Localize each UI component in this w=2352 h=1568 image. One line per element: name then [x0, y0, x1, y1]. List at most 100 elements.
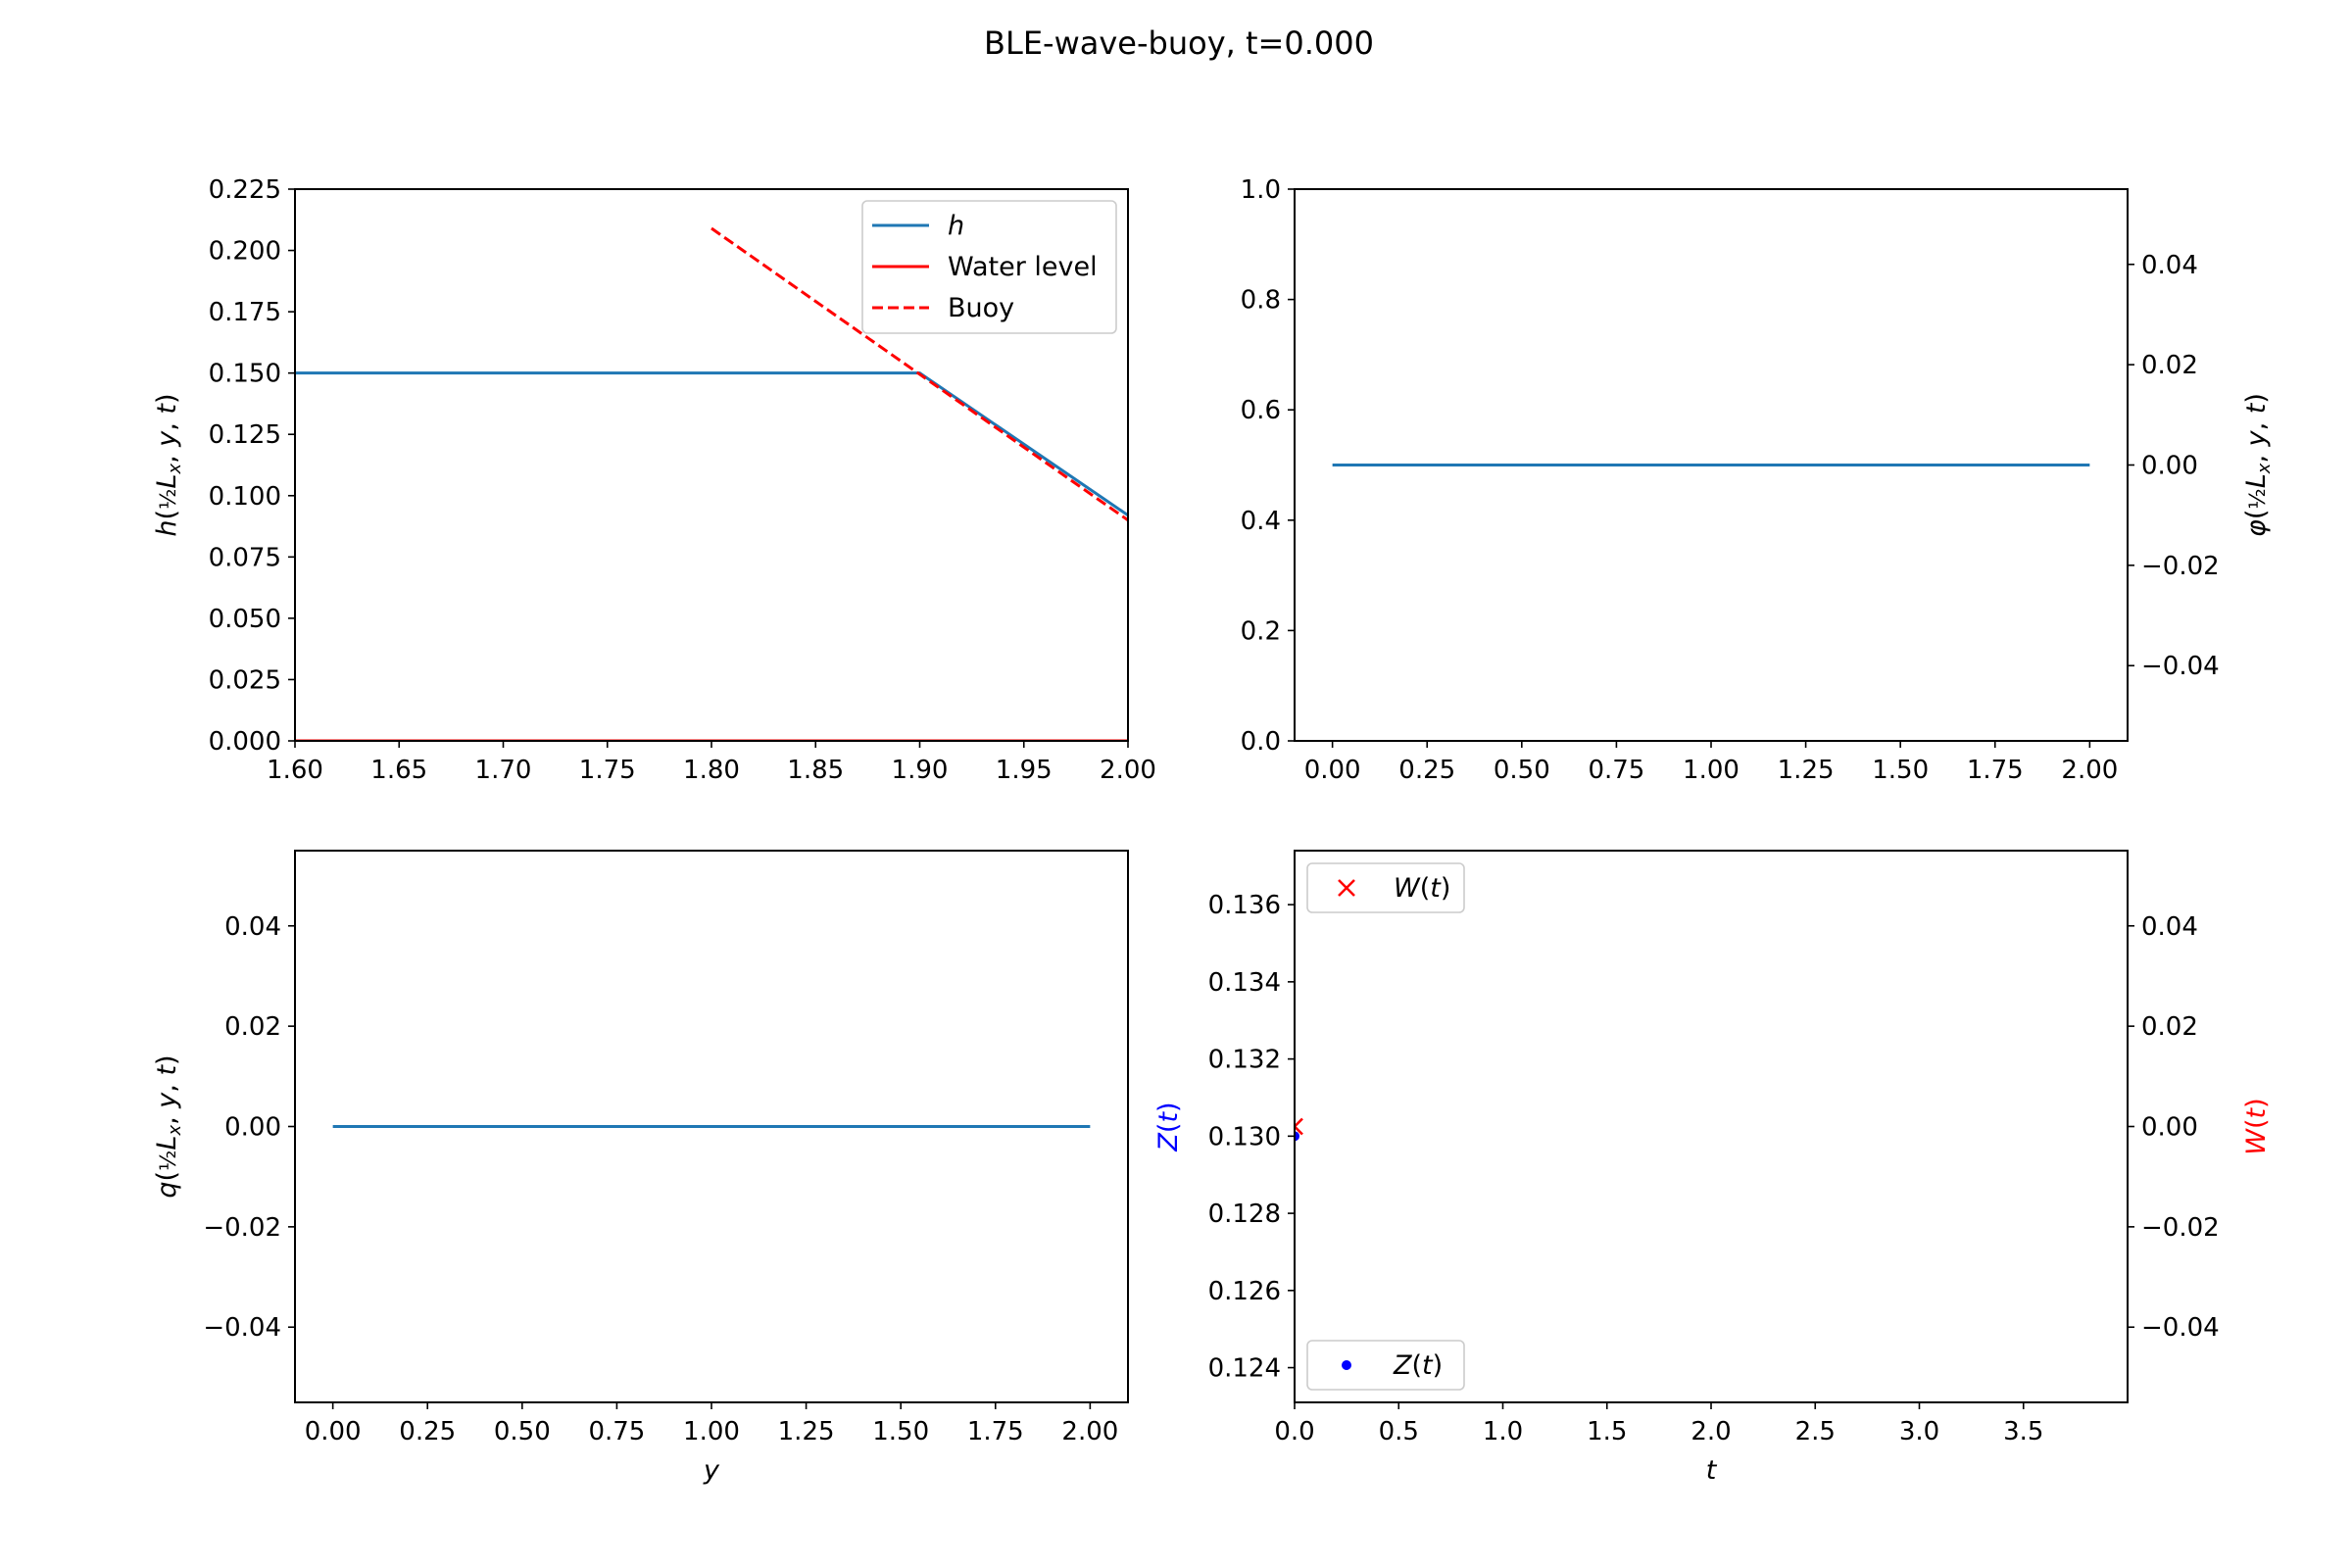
y2-tick-label: 0.02 [2141, 1012, 2198, 1042]
y2-tick-label: 0.02 [2141, 351, 2198, 380]
subplot-top-right: 0.00 0.25 0.50 0.75 1.00 1.25 1.50 1.75 2.000.00… [1241, 175, 2275, 785]
y-tick-label: 0.04 [224, 912, 281, 942]
figure-title: BLE-wave-buoy, t=0.000 [984, 24, 1374, 62]
legend-label: Water level [948, 252, 1098, 282]
x-tick-label: 0.5 [1379, 1417, 1419, 1446]
y-tick-label: 1.0 [1241, 175, 1281, 205]
y2-tick-label: −0.04 [2141, 652, 2220, 681]
legend-marker-x [1338, 879, 1355, 897]
y-tick-label: 0.6 [1241, 396, 1281, 425]
y-tick-label: 0.132 [1208, 1046, 1281, 1075]
x-tick-label: 1.50 [1872, 756, 1929, 785]
x-tick-label: 1.00 [1683, 756, 1740, 785]
x-axis-label: y [703, 1455, 720, 1486]
x-tick-label: 1.50 [872, 1417, 929, 1446]
y-tick-label: 0.4 [1241, 507, 1281, 536]
y-axis-label: h(½Lx, y, t) [152, 393, 185, 536]
x-tick-label: 0.00 [1304, 756, 1361, 785]
y-tick-label: 0.00 [224, 1113, 281, 1143]
legend-label: Buoy [948, 293, 1014, 323]
legend-label: W(t) [1394, 873, 1450, 904]
y2-tick-label: 0.00 [2141, 452, 2198, 481]
data-point-Z(t) [1295, 1131, 1299, 1142]
y-tick-label: 0.050 [209, 605, 281, 634]
x-tick-label: 1.5 [1587, 1417, 1627, 1446]
x-tick-label: 0.50 [1494, 756, 1550, 785]
y2-axis-label: W(t) [2241, 1098, 2272, 1154]
y-tick-label: −0.04 [203, 1313, 281, 1343]
subplot-top-left: 1.60 1.65 1.70 1.75 1.80 1.85 1.90 1.95 2.00 0.00… [152, 175, 1156, 785]
x-axis-label: t [1706, 1455, 1718, 1486]
y2-tick-label: 0.04 [2141, 251, 2198, 280]
legend-marker-dot [1342, 1360, 1351, 1370]
y2-tick-label: 0.04 [2141, 912, 2198, 942]
x-tick-label: 1.00 [683, 1417, 740, 1446]
x-tick-label: 1.75 [967, 1417, 1024, 1446]
y-tick-label: 0.02 [224, 1012, 281, 1042]
y-tick-label: 0.136 [1208, 891, 1281, 920]
y2-tick-label: −0.02 [2141, 552, 2220, 581]
legend-label: h [948, 211, 964, 241]
x-tick-label: 1.65 [370, 756, 427, 785]
legend-box-zt [1306, 1340, 1465, 1391]
y-tick-label: 0.126 [1208, 1277, 1281, 1306]
x-tick-label: 0.25 [399, 1417, 456, 1446]
series-line-buoy [710, 226, 1128, 522]
x-tick-label: 1.75 [579, 756, 636, 785]
x-tick-label: 1.0 [1483, 1417, 1523, 1446]
y-tick-label: 0.150 [209, 360, 281, 389]
y-tick-label: 0.175 [209, 298, 281, 327]
y-tick-label: 0.075 [209, 543, 281, 572]
subplots: 1.60 1.65 1.70 1.75 1.80 1.85 1.90 1.95 2.000.00… [152, 175, 2275, 1486]
x-tick-label: 1.80 [683, 756, 740, 785]
y-tick-label: 0.000 [209, 727, 281, 757]
series-group [295, 226, 1128, 741]
y-tick-label: 0.225 [209, 175, 281, 205]
x-tick-label: 0.0 [1274, 1417, 1314, 1446]
x-tick-label: 3.0 [1899, 1417, 1939, 1446]
y-tick-label: 0.124 [1208, 1354, 1281, 1384]
x-tick-label: 0.75 [588, 1417, 645, 1446]
y2-tick-label: 0.00 [2141, 1113, 2198, 1143]
data-point-W(t) [1295, 1117, 1303, 1136]
x-tick-label: 2.00 [2061, 756, 2118, 785]
legend-box [861, 200, 1117, 334]
y-tick-label: 0.8 [1241, 286, 1281, 316]
legend-label: Z(t) [1393, 1350, 1443, 1381]
x-tick-label: 0.50 [494, 1417, 551, 1446]
x-tick-label: 1.85 [787, 756, 844, 785]
subplot-bottom-left: 0.00 0.25 0.50 0.75 1.00 1.25 1.50 1.75 2.00 −0.0… [152, 850, 1129, 1486]
x-tick-label: 2.5 [1795, 1417, 1836, 1446]
x-tick-label: 1.25 [1778, 756, 1835, 785]
x-tick-label: 1.90 [892, 756, 949, 785]
subplot-bottom-right: 0.0 0.5 1.0 1.5 2.0 2.5 3.0 3.5 0.124 0.126 0.128 0… [1153, 850, 2272, 1486]
y-axis-label: Z(t) [1153, 1102, 1184, 1152]
legend-box-wt [1306, 862, 1465, 913]
x-tick-label: 2.00 [1100, 756, 1156, 785]
x-tick-label: 1.70 [475, 756, 532, 785]
y-tick-label: 0.200 [209, 237, 281, 267]
x-tick-label: 0.25 [1398, 756, 1455, 785]
y-axis-label: q(½Lx, y, t) [152, 1054, 185, 1198]
y-tick-label: 0.125 [209, 420, 281, 450]
x-tick-label: 0.00 [305, 1417, 362, 1446]
y-tick-label: 0.0 [1241, 727, 1281, 757]
x-tick-label: 3.5 [2003, 1417, 2043, 1446]
x-tick-label: 1.60 [267, 756, 323, 785]
series-group [1295, 1117, 1303, 1142]
y-tick-label: 0.134 [1208, 968, 1281, 998]
y2-tick-label: −0.02 [2141, 1213, 2220, 1243]
x-tick-label: 2.0 [1690, 1417, 1731, 1446]
x-tick-label: 1.75 [1967, 756, 2024, 785]
x-tick-label: 0.75 [1588, 756, 1644, 785]
y-tick-label: 0.025 [209, 665, 281, 695]
x-tick-label: 2.00 [1061, 1417, 1118, 1446]
y-tick-label: 0.128 [1208, 1200, 1281, 1229]
y-tick-label: 0.2 [1241, 616, 1281, 646]
y2-tick-label: −0.04 [2141, 1313, 2220, 1343]
y2-axis-label: φ(½Lx, y, t) [2241, 393, 2275, 537]
y-tick-label: 0.100 [209, 482, 281, 512]
x-tick-label: 1.25 [778, 1417, 835, 1446]
